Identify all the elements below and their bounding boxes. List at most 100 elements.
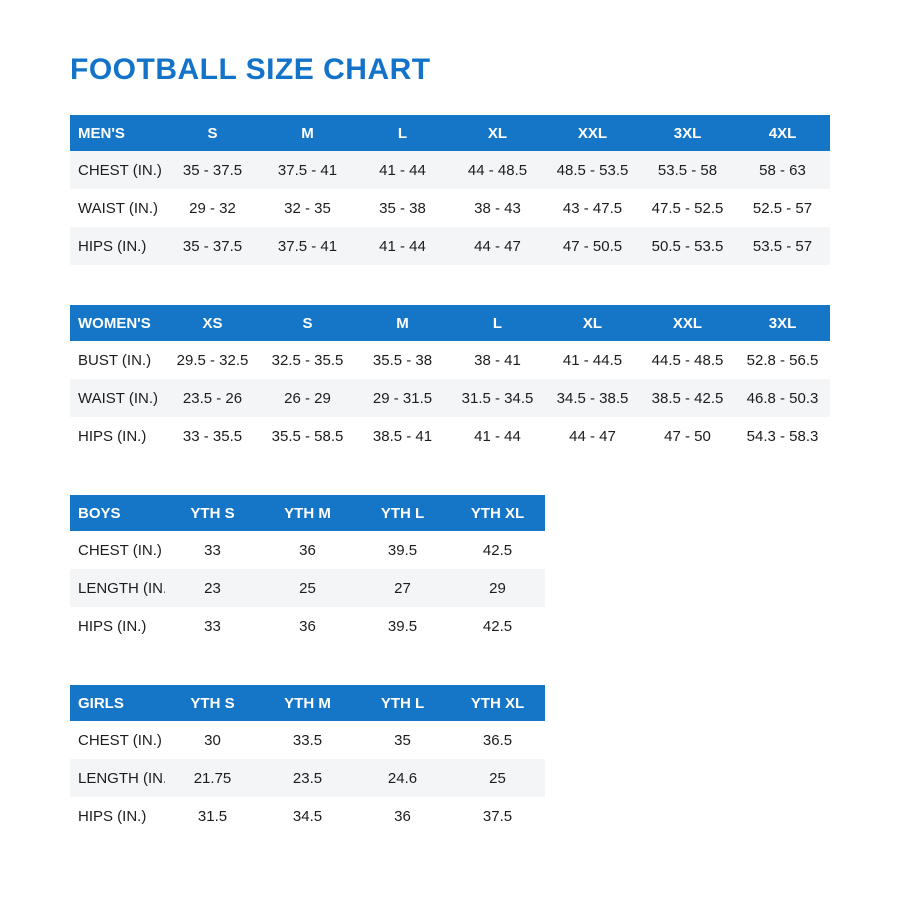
measurement-value: 35.5 - 38 bbox=[372, 351, 433, 369]
mens-measurement-row: HIPS (IN.) 35 - 37.5 37.5 - 41 41 - 44 44 - … bbox=[70, 227, 830, 265]
womens-size-column-header: S bbox=[260, 305, 355, 341]
mens-size-column-header: XXL bbox=[545, 115, 640, 151]
mens-header-row: MEN'S S M L XL XXL 3XL 4XL bbox=[70, 115, 830, 151]
womens-header-row: WOMEN'S XS S M L XL XXL 3XL bbox=[70, 305, 830, 341]
measurement-value: 38.5 - 41 bbox=[372, 427, 433, 445]
measurement-value: 39.5 bbox=[387, 617, 418, 635]
measurement-value: 39.5 bbox=[387, 541, 418, 559]
measurement-value: 35 - 37.5 bbox=[165, 151, 260, 189]
womens-size-column-header: XXL bbox=[640, 305, 735, 341]
mens-size-column-header: 3XL bbox=[640, 115, 735, 151]
mens-size-column-header: 4XL bbox=[735, 115, 830, 151]
measurement-value: 32 - 35 bbox=[284, 199, 331, 217]
measurement-value: 29 - 31.5 bbox=[355, 379, 450, 417]
measurement-value: 53.5 - 57 bbox=[735, 227, 830, 265]
measurement-value: 38 - 41 bbox=[474, 351, 521, 369]
boys-size-column-header: YTH L bbox=[355, 495, 450, 531]
measurement-value: 38.5 - 42.5 bbox=[640, 379, 735, 417]
boys-size-column-header: YTH S bbox=[165, 495, 260, 531]
measurement-value: 29 - 32 bbox=[189, 199, 236, 217]
measurement-value: 38 - 43 bbox=[474, 199, 521, 217]
measurement-value: 23.5 bbox=[260, 759, 355, 797]
row-label: HIPS (IN.) bbox=[78, 807, 147, 825]
measurement-value: 37.5 - 41 bbox=[260, 151, 355, 189]
womens-size-column-header: XL bbox=[545, 305, 640, 341]
measurement-value: 32.5 - 35.5 bbox=[271, 351, 344, 369]
measurement-value: 44 - 48.5 bbox=[450, 151, 545, 189]
measurement-value: 33 - 35.5 bbox=[182, 427, 243, 445]
row-label: HIPS (IN.) bbox=[70, 227, 165, 265]
measurement-value: 33.5 bbox=[292, 731, 323, 749]
row-label: WAIST (IN.) bbox=[78, 199, 158, 217]
girls-header-row: GIRLS YTH S YTH M YTH L YTH XL bbox=[70, 685, 545, 721]
row-label: BUST (IN.) bbox=[78, 351, 152, 369]
measurement-value: 42.5 bbox=[482, 617, 513, 635]
measurement-value: 30 bbox=[204, 731, 221, 749]
measurement-value: 36.5 bbox=[482, 731, 513, 749]
measurement-value: 26 - 29 bbox=[260, 379, 355, 417]
measurement-value: 37.5 - 41 bbox=[260, 227, 355, 265]
measurement-value: 37.5 bbox=[482, 807, 513, 825]
mens-size-column-header: XL bbox=[450, 115, 545, 151]
mens-measurement-row: WAIST (IN.) 29 - 32 32 - 35 35 - 38 38 - 43 4… bbox=[70, 189, 830, 227]
measurement-value: 42.5 bbox=[482, 541, 513, 559]
measurement-value: 33 bbox=[204, 541, 221, 559]
row-label: CHEST (IN.) bbox=[70, 151, 165, 189]
measurement-value: 29 bbox=[450, 569, 545, 607]
measurement-value: 35 bbox=[394, 731, 411, 749]
boys-header-row: BOYS YTH S YTH M YTH L YTH XL bbox=[70, 495, 545, 531]
boys-size-column-header: YTH M bbox=[260, 495, 355, 531]
measurement-value: 41 - 44 bbox=[355, 151, 450, 189]
row-label: LENGTH (IN.) bbox=[70, 759, 165, 797]
measurement-value: 52.5 - 57 bbox=[752, 199, 813, 217]
measurement-value: 44 - 47 bbox=[450, 227, 545, 265]
row-label: WAIST (IN.) bbox=[70, 379, 165, 417]
girls-measurement-row: CHEST (IN.) 30 33.5 35 36.5 bbox=[70, 721, 545, 759]
measurement-value: 47.5 - 52.5 bbox=[651, 199, 724, 217]
mens-size-column-header: L bbox=[355, 115, 450, 151]
measurement-value: 46.8 - 50.3 bbox=[735, 379, 830, 417]
girls-measurement-row: LENGTH (IN.) 21.75 23.5 24.6 25 bbox=[70, 759, 545, 797]
girls-size-column-header: YTH L bbox=[355, 685, 450, 721]
boys-size-column-header: YTH XL bbox=[450, 495, 545, 531]
measurement-value: 35 - 37.5 bbox=[165, 227, 260, 265]
measurement-value: 29.5 - 32.5 bbox=[176, 351, 249, 369]
measurement-value: 58 - 63 bbox=[735, 151, 830, 189]
measurement-value: 50.5 - 53.5 bbox=[640, 227, 735, 265]
girls-measurement-row: HIPS (IN.) 31.5 34.5 36 37.5 bbox=[70, 797, 545, 835]
row-label: CHEST (IN.) bbox=[78, 541, 162, 559]
measurement-value: 41 - 44.5 bbox=[562, 351, 623, 369]
measurement-value: 23.5 - 26 bbox=[165, 379, 260, 417]
measurement-value: 36 bbox=[299, 541, 316, 559]
girls-size-column-header: YTH XL bbox=[450, 685, 545, 721]
measurement-value: 23 bbox=[165, 569, 260, 607]
womens-measurement-row: BUST (IN.) 29.5 - 32.5 32.5 - 35.5 35.5 - 3… bbox=[70, 341, 830, 379]
size-table-girls: GIRLS YTH S YTH M YTH L YTH XL CHEST (IN.) 30 3… bbox=[70, 685, 545, 835]
page-title: FOOTBALL SIZE CHART bbox=[70, 53, 431, 86]
measurement-value: 33 bbox=[204, 617, 221, 635]
measurement-value: 36 bbox=[299, 617, 316, 635]
boys-measurement-row: LENGTH (IN.) 23 25 27 29 bbox=[70, 569, 545, 607]
womens-table-title: WOMEN'S bbox=[70, 305, 165, 341]
measurement-value: 36 bbox=[394, 807, 411, 825]
measurement-value: 27 bbox=[355, 569, 450, 607]
measurement-value: 47 - 50 bbox=[664, 427, 711, 445]
measurement-value: 41 - 44 bbox=[355, 227, 450, 265]
womens-size-column-header: XS bbox=[165, 305, 260, 341]
size-chart-page: FOOTBALL SIZE CHART MEN'S S M L XL XXL 3XL 4XL C… bbox=[70, 53, 830, 835]
womens-size-column-header: M bbox=[355, 305, 450, 341]
measurement-value: 25 bbox=[450, 759, 545, 797]
measurement-value: 41 - 44 bbox=[474, 427, 521, 445]
boys-table-title: BOYS bbox=[70, 495, 165, 531]
measurement-value: 54.3 - 58.3 bbox=[746, 427, 819, 445]
row-label: CHEST (IN.) bbox=[78, 731, 162, 749]
size-table-womens: WOMEN'S XS S M L XL XXL 3XL BUST (IN.) 29.5 - 32.… bbox=[70, 305, 830, 455]
measurement-value: 21.75 bbox=[165, 759, 260, 797]
womens-measurement-row: HIPS (IN.) 33 - 35.5 35.5 - 58.5 38.5 - 41 4… bbox=[70, 417, 830, 455]
girls-size-column-header: YTH M bbox=[260, 685, 355, 721]
measurement-value: 47 - 50.5 bbox=[545, 227, 640, 265]
measurement-value: 35.5 - 58.5 bbox=[271, 427, 344, 445]
mens-size-column-header: M bbox=[260, 115, 355, 151]
row-label: HIPS (IN.) bbox=[78, 427, 147, 445]
measurement-value: 24.6 bbox=[355, 759, 450, 797]
